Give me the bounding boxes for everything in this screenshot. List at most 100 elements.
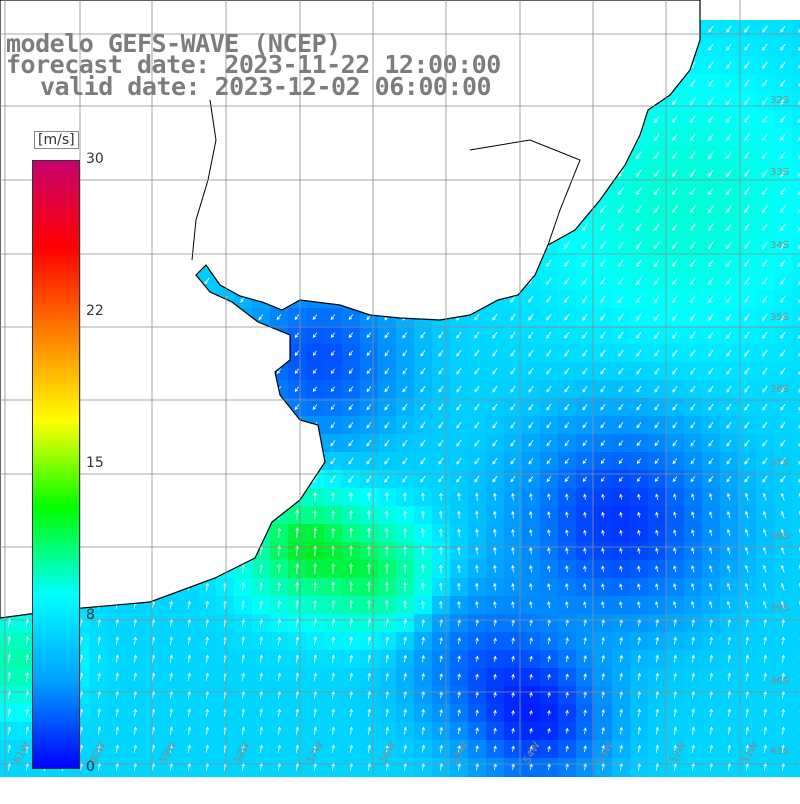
wind-cell	[378, 398, 397, 417]
wind-cell	[648, 146, 667, 165]
wind-cell	[450, 614, 469, 633]
wind-cell	[108, 704, 127, 723]
wind-cell	[486, 704, 505, 723]
wind-cell	[720, 218, 739, 237]
wind-cell	[774, 200, 793, 219]
wind-cell	[450, 632, 469, 651]
wind-cell	[702, 200, 721, 219]
wind-cell	[360, 614, 379, 633]
wind-cell	[738, 632, 757, 651]
wind-cell	[360, 470, 379, 489]
wind-cell	[468, 524, 487, 543]
wind-cell	[324, 434, 343, 453]
wind-cell	[612, 398, 631, 417]
wind-cell	[612, 470, 631, 489]
wind-cell	[414, 668, 433, 687]
wind-cell	[576, 326, 595, 345]
wind-cell	[486, 560, 505, 579]
wind-cell	[450, 686, 469, 705]
wind-cell	[288, 632, 307, 651]
wind-cell	[576, 614, 595, 633]
wind-cell	[432, 344, 451, 363]
wind-cell	[558, 326, 577, 345]
lat-label-32s: 32S	[770, 95, 789, 106]
wind-cell	[432, 362, 451, 381]
wind-cell	[702, 254, 721, 273]
wind-cell	[738, 704, 757, 723]
wind-cell	[576, 290, 595, 309]
wind-cell	[720, 632, 739, 651]
wind-cell	[738, 200, 757, 219]
wind-cell	[360, 758, 379, 777]
wind-cell	[720, 452, 739, 471]
wind-cell	[648, 344, 667, 363]
wind-cell	[702, 668, 721, 687]
wind-cell	[378, 326, 397, 345]
wind-cell	[360, 542, 379, 561]
wind-cell	[612, 290, 631, 309]
wind-cell	[414, 524, 433, 543]
wind-cell	[684, 416, 703, 435]
wind-cell	[540, 308, 559, 327]
wind-cell	[666, 434, 685, 453]
wind-cell	[180, 668, 199, 687]
wind-cell	[756, 38, 775, 57]
wind-cell	[252, 668, 271, 687]
wind-cell	[108, 650, 127, 669]
wind-cell	[558, 650, 577, 669]
wind-cell	[126, 704, 145, 723]
wind-cell	[0, 722, 19, 741]
wind-cell	[756, 632, 775, 651]
wind-cell	[198, 740, 217, 759]
wind-cell	[234, 722, 253, 741]
wind-cell	[450, 542, 469, 561]
wind-cell	[630, 254, 649, 273]
wind-cell	[450, 434, 469, 453]
wind-cell	[558, 704, 577, 723]
wind-cell	[288, 722, 307, 741]
wind-cell	[522, 470, 541, 489]
wind-cell	[234, 704, 253, 723]
wind-cell	[396, 398, 415, 417]
wind-cell	[468, 380, 487, 399]
wind-cell	[684, 380, 703, 399]
wind-cell	[612, 650, 631, 669]
wind-cell	[594, 308, 613, 327]
wind-cell	[666, 362, 685, 381]
wind-cell	[324, 686, 343, 705]
wind-cell	[594, 434, 613, 453]
wind-cell	[720, 74, 739, 93]
wind-cell	[144, 650, 163, 669]
wind-cell	[306, 308, 325, 327]
wind-cell	[648, 470, 667, 489]
wind-cell	[216, 632, 235, 651]
wind-cell	[126, 722, 145, 741]
wind-cell	[234, 686, 253, 705]
wind-cell	[306, 380, 325, 399]
wind-cell	[468, 758, 487, 777]
wind-cell	[450, 578, 469, 597]
wind-cell	[288, 506, 307, 525]
wind-cell	[720, 272, 739, 291]
wind-cell	[270, 632, 289, 651]
wind-cell	[288, 380, 307, 399]
wind-cell	[396, 488, 415, 507]
wind-cell	[324, 704, 343, 723]
wind-cell	[540, 344, 559, 363]
wind-cell	[540, 632, 559, 651]
wind-cell	[576, 686, 595, 705]
wind-cell	[522, 668, 541, 687]
wind-cell	[594, 236, 613, 255]
wind-cell	[180, 632, 199, 651]
wind-cell	[792, 704, 800, 723]
wind-cell	[396, 434, 415, 453]
wind-cell	[702, 452, 721, 471]
wind-cell	[450, 650, 469, 669]
wind-cell	[594, 380, 613, 399]
wind-cell	[468, 542, 487, 561]
wind-cell	[756, 218, 775, 237]
wind-cell	[594, 272, 613, 291]
wind-cell	[648, 398, 667, 417]
wind-cell	[342, 758, 361, 777]
